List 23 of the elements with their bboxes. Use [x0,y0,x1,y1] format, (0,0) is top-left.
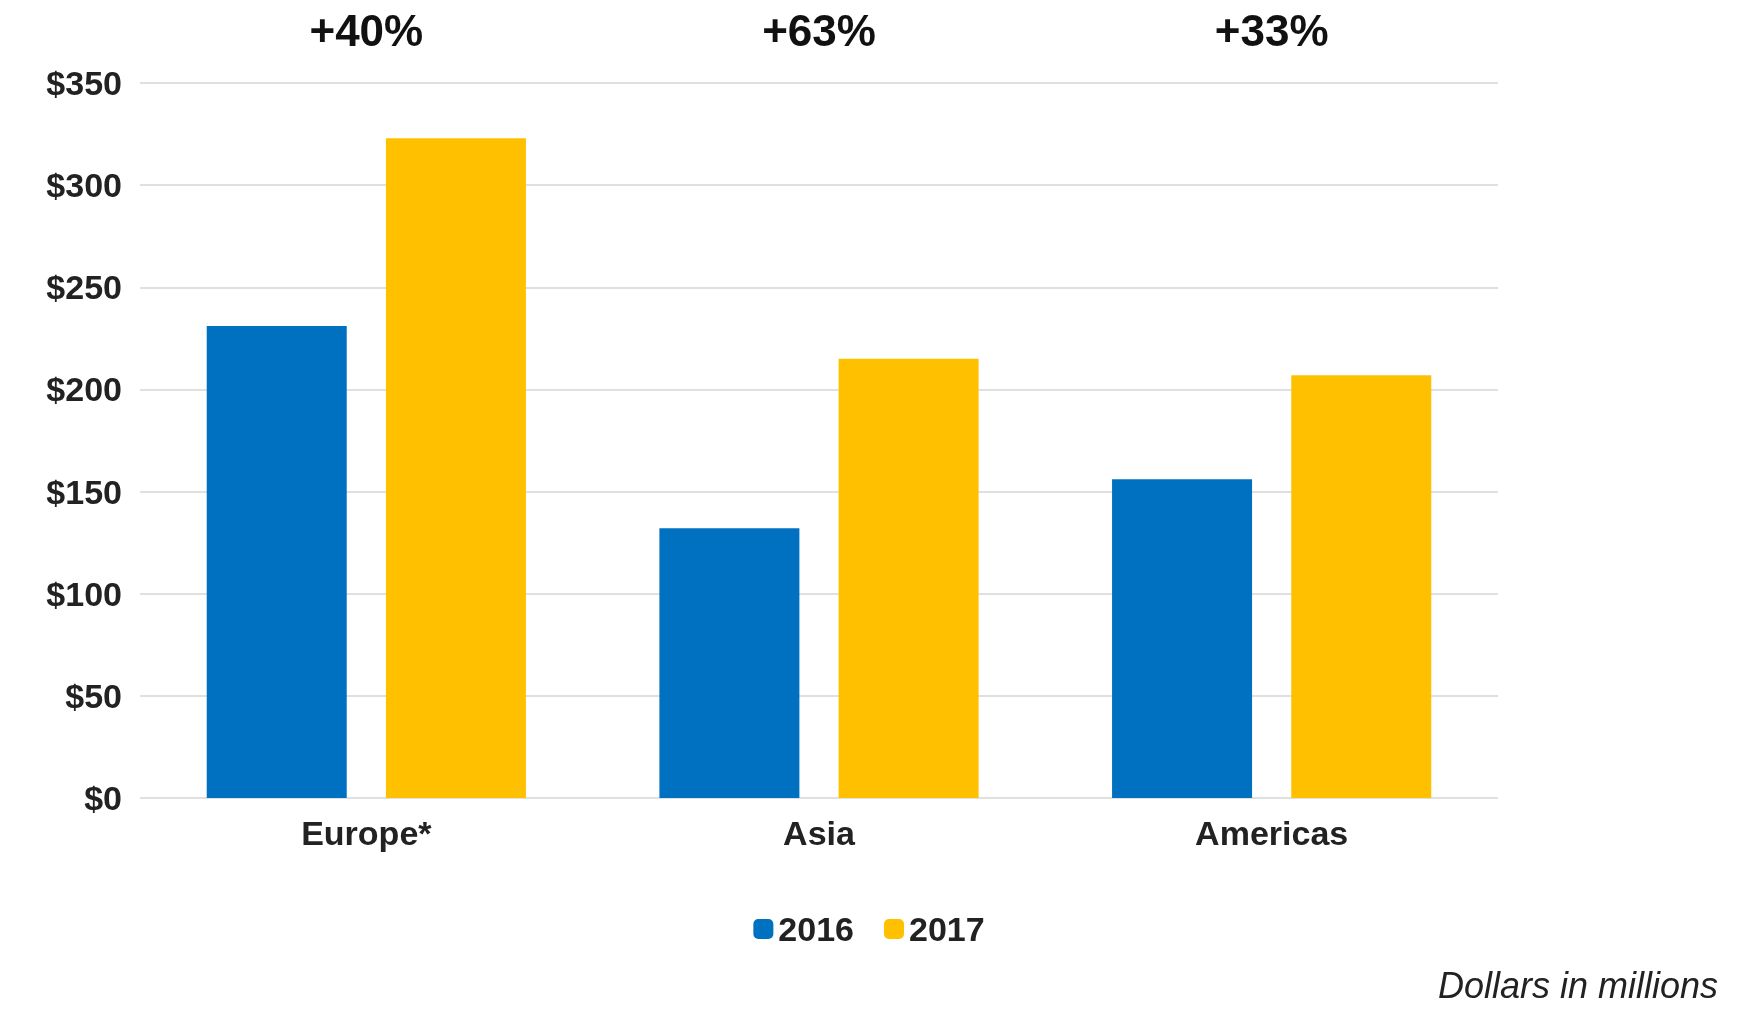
y-tick-label: $250 [46,268,122,307]
text: +33% [1214,5,1329,55]
y-tick-label: $350 [46,64,122,102]
legend-label: 2017 [909,910,985,948]
bar [1112,479,1253,798]
y-tick-label: $150 [46,472,122,511]
y-tick-label: $50 [65,676,122,715]
bar [659,528,800,798]
y-tick-label: $100 [46,574,122,613]
y-tick-label: $300 [46,166,122,205]
text: +63% [762,5,876,55]
x-tick-label: Europe* [301,814,433,852]
bar [385,138,526,798]
bar [1291,375,1432,798]
x-tick-label: Asia [783,814,856,852]
y-tick-label: $0 [84,779,122,817]
x-tick-label: Americas [1195,814,1349,852]
y-tick-label: $200 [46,370,122,409]
legend-label: 2016 [778,910,854,948]
bar [206,326,347,798]
text: Dollars in millions [1437,964,1719,1006]
text: +40% [309,5,424,55]
bar [838,358,979,798]
